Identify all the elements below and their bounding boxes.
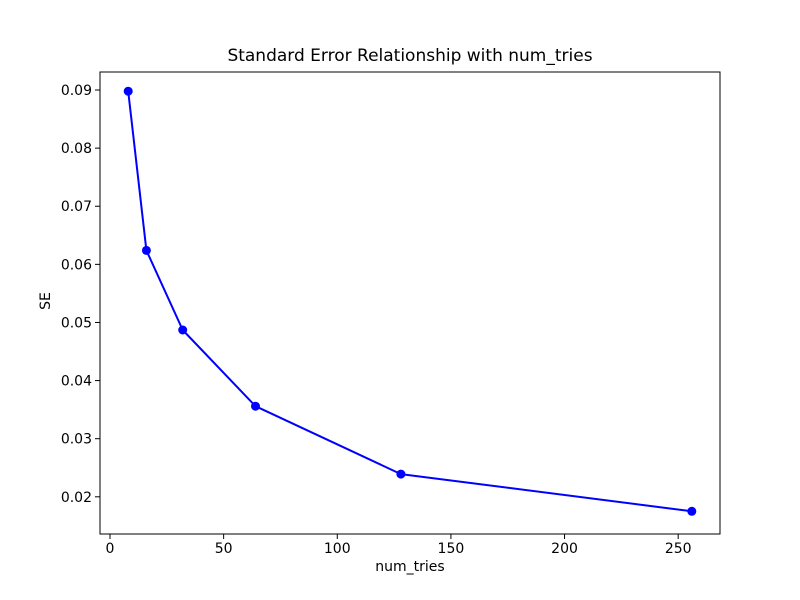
x-tick-label: 0 (106, 541, 115, 557)
data-point (123, 86, 133, 96)
y-tick-label: 0.04 (61, 374, 92, 390)
plot-area (99, 71, 721, 535)
y-tick-label: 0.06 (61, 257, 92, 273)
x-tick-label: 250 (665, 541, 692, 557)
data-point (396, 469, 406, 479)
x-tick-label: 100 (324, 541, 351, 557)
data-point (687, 506, 697, 516)
data-point (141, 245, 151, 255)
y-tick-label: 0.03 (61, 432, 92, 448)
x-axis-label: num_tries (375, 559, 445, 575)
y-tick-label: 0.02 (61, 490, 92, 506)
y-tick-label: 0.05 (61, 315, 92, 331)
x-tick-label: 150 (438, 541, 465, 557)
data-point (251, 401, 260, 411)
y-tick-label: 0.08 (61, 141, 92, 157)
data-point (178, 325, 188, 335)
x-tick-label: 200 (551, 541, 578, 557)
y-axis-label: SE (38, 292, 54, 310)
chart-title: Standard Error Relationship with num_tri… (227, 46, 593, 66)
y-tick-label: 0.09 (61, 83, 92, 99)
x-tick-label: 50 (215, 541, 233, 557)
data-line (127, 90, 693, 513)
y-tick-label: 0.07 (61, 199, 92, 215)
